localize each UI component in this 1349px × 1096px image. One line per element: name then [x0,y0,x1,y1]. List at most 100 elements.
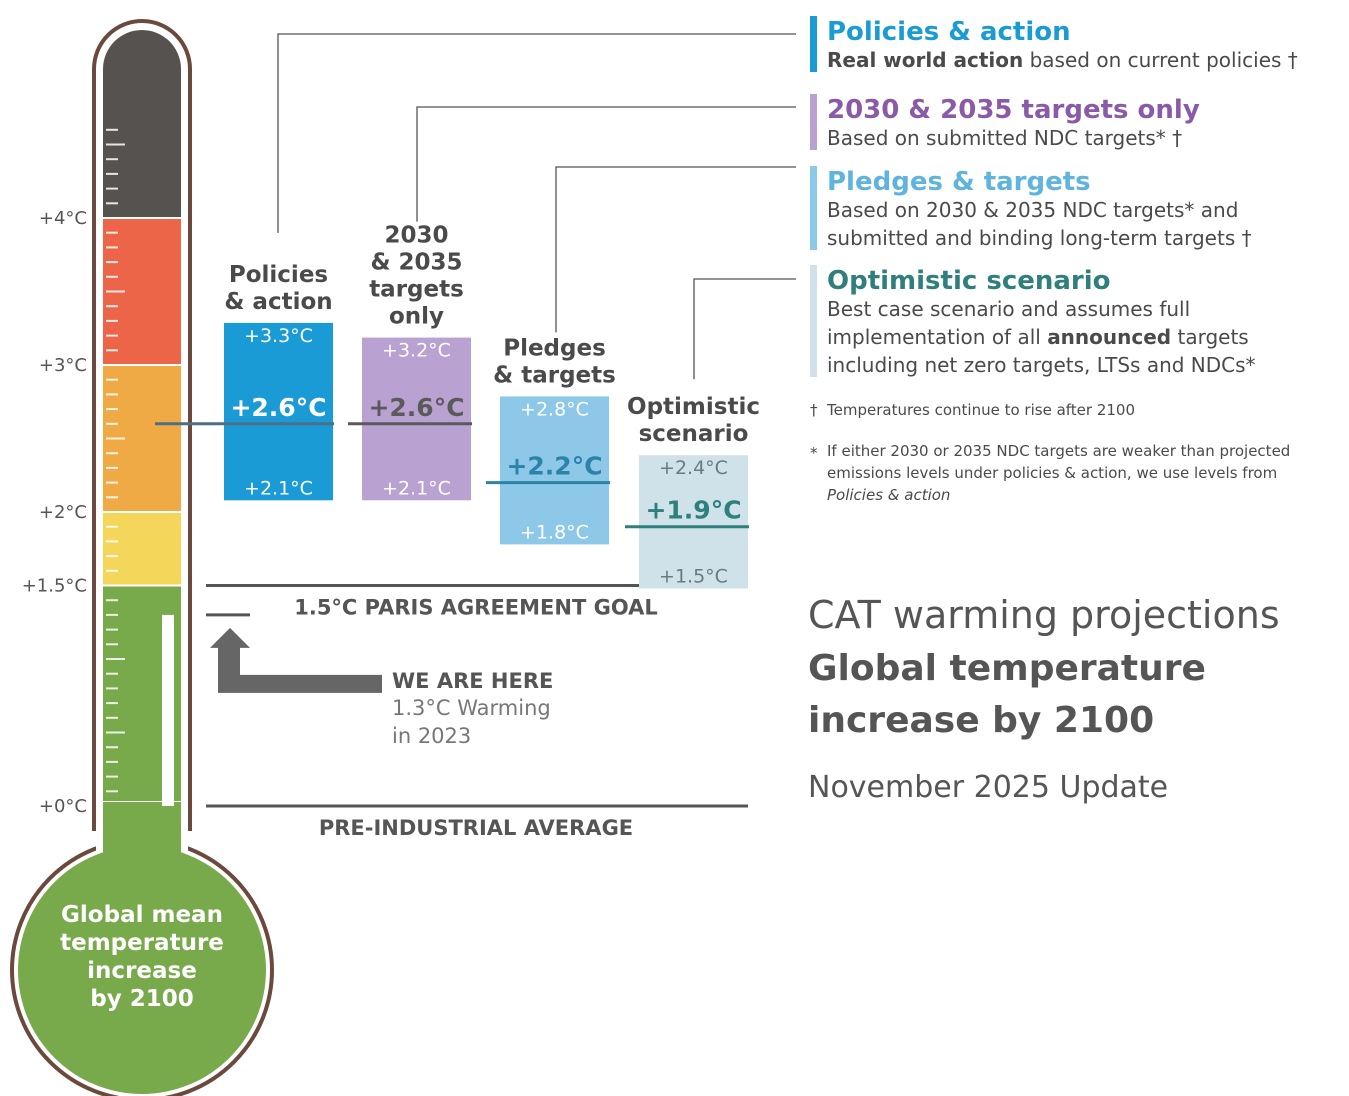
legend-description-line: submitted and binding long-term targets … [827,226,1252,250]
central-estimate-label: +1.9°C [645,496,741,525]
bulb-label-line: by 2100 [90,986,193,1012]
scenario-name-line: 2030 [384,223,448,249]
bulb-label-line: Global mean [61,902,223,928]
legend-connector [555,166,796,333]
scenario-name-line: scenario [639,421,749,447]
legend-color-bar [810,16,817,72]
legend-text-span: Real world action [827,48,1023,72]
chart-subtitle-line1: Global temperature [808,648,1206,689]
legend-connectors [277,33,796,380]
footnotes: † Temperatures continue to rise after 210… [810,401,1290,504]
legend-description-line: Based on 2030 & 2035 NDC targets* and [827,198,1238,222]
we-are-here-annotation: WE ARE HERE 1.3°C Warming in 2023 [206,613,553,748]
legend-title: Pledges & targets [827,167,1091,197]
legend-text-span: Based on 2030 & 2035 NDC targets* and [827,198,1238,222]
dagger-note: Temperatures continue to rise after 2100 [826,401,1135,419]
central-estimate-label: +2.2°C [506,452,602,481]
high-estimate-label: +3.2°C [382,340,451,362]
chart-title: CAT warming projections [808,593,1280,637]
scenario-name-line: only [389,304,444,330]
high-estimate-label: +2.8°C [520,398,589,420]
chart-titles: CAT warming projections Global temperatur… [808,593,1280,805]
range-box [639,455,748,589]
legend-title: 2030 & 2035 targets only [827,95,1200,125]
bulb-neck [103,802,181,882]
reference-line-label: PRE-INDUSTRIAL AVERAGE [319,816,633,840]
legend-connector [277,33,796,233]
scenario-name-line: targets [369,277,464,303]
thermometer-band-1 [103,512,181,586]
chart-subtitle-line2: increase by 2100 [808,700,1154,741]
temperature-axis: +4°C +3°C +2°C +1.5°C +0°C [22,208,87,817]
star-note-italic: Policies & action [827,486,950,504]
low-estimate-label: +1.5°C [659,566,728,588]
legend-description-line: including net zero targets, LTSs and NDC… [827,353,1256,377]
star-symbol: * [810,444,818,462]
range-box [224,322,333,501]
legend-color-bar [810,166,817,250]
central-estimate-label: +2.6°C [368,393,464,422]
low-estimate-label: +1.8°C [520,521,589,543]
we-are-here-title: WE ARE HERE [392,669,553,693]
scenario-name-line: Policies [229,262,328,288]
scenario-name-line: Optimistic [627,394,760,420]
legend-description-line: implementation of all announced targets [827,325,1249,349]
legend-color-bar [810,94,817,150]
y-tick-label: +0°C [39,796,87,817]
legend-description-line: Best case scenario and assumes full [827,297,1190,321]
scenario-name-line: & action [224,289,332,315]
legend-description-line: Based on submitted NDC targets* † [827,126,1182,150]
legend-title: Policies & action [827,17,1071,47]
star-note-line: emissions levels under policies & action… [827,464,1277,482]
bulb-label-line: increase [87,958,197,984]
legend-connector [693,278,796,380]
high-estimate-label: +2.4°C [659,457,728,479]
we-are-here-line1: 1.3°C Warming [392,696,551,720]
y-tick-label: +2°C [39,502,87,523]
legend-text-span: based on current policies † [1023,48,1298,72]
legend-text-span: implementation of all [827,325,1047,349]
range-box [500,396,609,545]
thermometer-bulb [18,846,266,1094]
legend-text-span: announced [1047,325,1171,349]
low-estimate-label: +2.1°C [382,477,451,499]
legend-text-span: Best case scenario and assumes full [827,297,1190,321]
current-level-bar [162,614,174,806]
thermometer-band-4 [103,30,181,218]
we-are-here-arrow [210,627,382,693]
scenario-columns: +2.6°C +3.3°C +2.1°C Policies& action +2.6°C… [155,223,760,589]
legend-text-span: including net zero targets, LTSs and NDC… [827,353,1256,377]
update-label: November 2025 Update [808,770,1168,805]
legend-title: Optimistic scenario [827,266,1111,296]
legend-description-line: Real world action based on current polic… [827,48,1298,72]
star-note-line: If either 2030 or 2035 NDC targets are w… [827,442,1290,460]
scenario-column-0: +2.6°C +3.3°C +2.1°C Policies& action [155,262,334,501]
scenario-name-line: & 2035 [370,250,462,276]
reference-lines: 1.5°C PARIS AGREEMENT GOAL PRE-INDUSTRIAL… [206,584,748,840]
thermometer-ticks [106,128,125,807]
low-estimate-label: +2.1°C [244,477,313,499]
legend-connector [416,106,796,222]
bulb-label-line: temperature [60,930,224,956]
y-tick-label: +3°C [39,355,87,376]
y-tick-label: +4°C [39,208,87,229]
dagger-symbol: † [810,401,818,419]
reference-line-label: 1.5°C PARIS AGREEMENT GOAL [294,596,658,620]
scenario-name-line: Pledges [503,335,606,361]
legend-text-span: submitted and binding long-term targets … [827,226,1252,250]
scenario-name-line: & targets [493,362,616,388]
we-are-here-line2: in 2023 [392,724,471,748]
legend-color-bar [810,265,817,377]
legend-text-span: Based on submitted NDC targets* † [827,126,1182,150]
y-tick-label: +1.5°C [22,576,87,597]
high-estimate-label: +3.3°C [244,325,313,347]
